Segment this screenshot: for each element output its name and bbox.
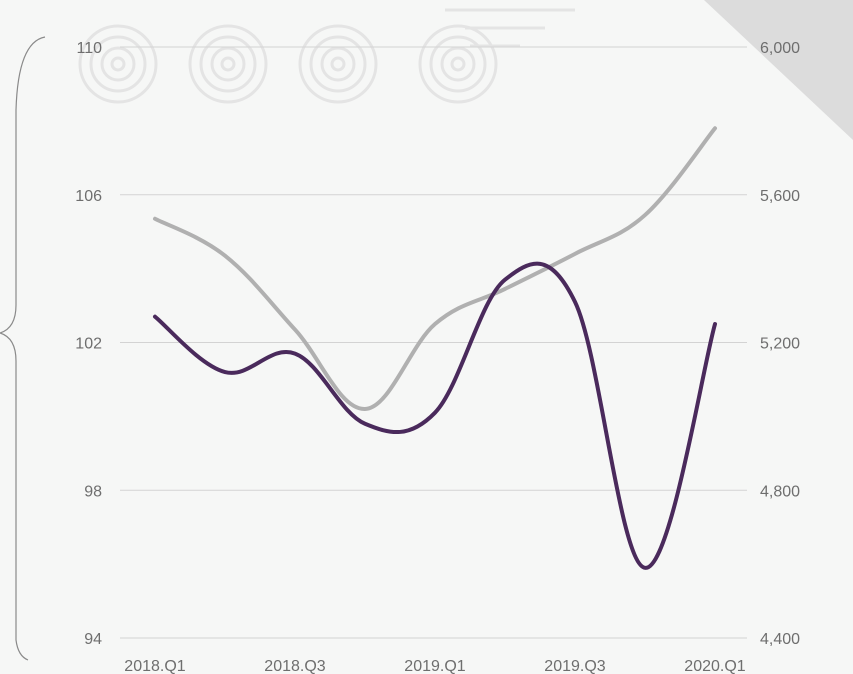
corner-shade-decoration — [704, 0, 853, 140]
right-y-tick-label: 4,400 — [760, 631, 800, 648]
right-y-tick-label: 5,200 — [760, 336, 800, 353]
left-y-tick-label: 94 — [84, 631, 102, 648]
right-y-tick-label: 4,800 — [760, 483, 800, 500]
left-y-tick-label: 110 — [76, 40, 102, 57]
right-axis-series-line — [153, 126, 717, 411]
x-axis: 2018.Q1 2018.Q3 2019.Q1 2019.Q3 2020.Q1 — [124, 658, 745, 674]
right-y-tick-label: 5,600 — [760, 188, 800, 205]
left-y-axis: 94 98 102 106 110 — [75, 40, 102, 648]
x-tick-label: 2019.Q3 — [544, 658, 605, 674]
right-y-axis: 4,400 4,800 5,200 5,600 6,000 — [760, 40, 800, 648]
left-y-tick-label: 98 — [84, 483, 102, 500]
circles-watermark-icon — [78, 8, 575, 104]
left-y-tick-label: 102 — [75, 336, 102, 353]
left-axis-series-line — [153, 261, 717, 570]
brace-decoration — [0, 36, 46, 661]
left-y-tick-label: 106 — [75, 188, 102, 205]
gridlines — [120, 46, 747, 639]
x-tick-label: 2020.Q1 — [684, 658, 745, 674]
series-lines — [153, 126, 717, 570]
x-tick-label: 2019.Q1 — [404, 658, 465, 674]
x-tick-label: 2018.Q1 — [124, 658, 185, 674]
x-tick-label: 2018.Q3 — [264, 658, 325, 674]
right-y-tick-label: 6,000 — [760, 40, 800, 57]
